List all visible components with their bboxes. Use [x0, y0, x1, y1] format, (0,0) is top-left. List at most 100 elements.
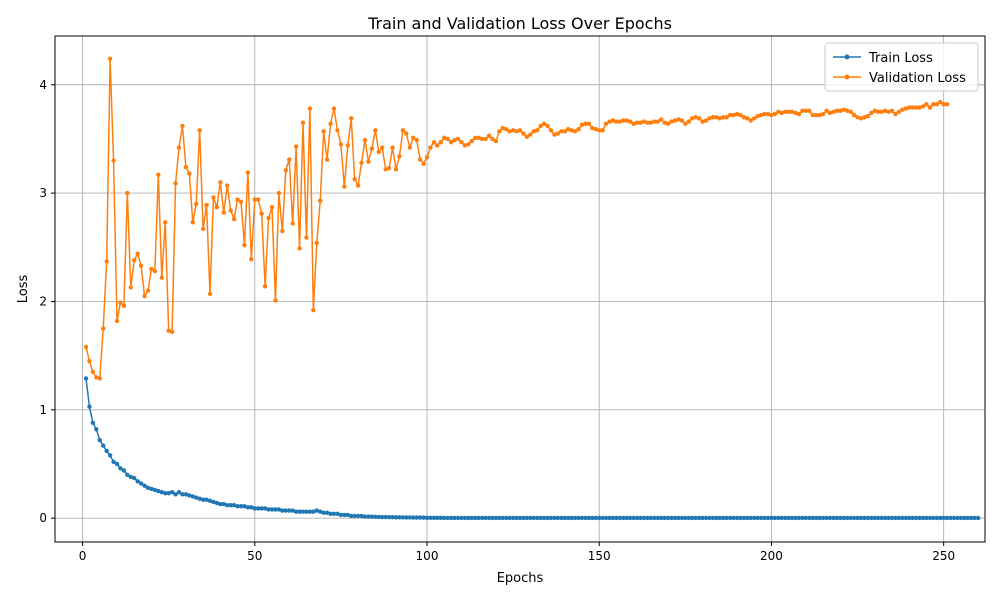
validation-loss-point — [555, 131, 561, 136]
train-loss-point — [807, 515, 812, 521]
validation-loss-point — [338, 142, 344, 147]
validation-loss-point — [386, 165, 392, 171]
validation-loss-point — [910, 105, 915, 110]
validation-loss-point — [335, 128, 340, 133]
train-loss-point — [242, 504, 247, 509]
train-loss-point — [683, 515, 688, 521]
validation-loss-point — [717, 116, 722, 121]
validation-loss-point — [765, 111, 771, 117]
train-loss-point — [586, 515, 592, 521]
train-loss-point — [572, 515, 578, 521]
train-loss-point — [848, 515, 853, 521]
validation-loss-point — [869, 110, 874, 116]
validation-loss-point — [610, 118, 616, 123]
validation-loss-point — [634, 120, 640, 125]
train-loss-point — [304, 509, 309, 514]
validation-loss-point — [455, 136, 461, 142]
validation-loss-point — [934, 102, 939, 107]
train-loss-point — [142, 483, 147, 488]
train-loss-point — [431, 515, 437, 521]
train-loss-point — [776, 515, 781, 521]
train-loss-point — [490, 515, 495, 521]
train-loss-point — [466, 515, 471, 521]
train-loss-point — [545, 515, 550, 521]
validation-loss-point — [345, 143, 350, 148]
train-loss-point — [793, 515, 798, 521]
train-loss-point — [838, 515, 843, 521]
validation-loss-point — [324, 157, 330, 162]
validation-loss-point — [752, 116, 757, 121]
train-loss-point — [362, 514, 368, 519]
validation-loss-point — [927, 105, 933, 110]
validation-loss-point — [662, 120, 667, 125]
train-loss-point — [876, 515, 881, 521]
validation-loss-point — [180, 123, 185, 129]
train-loss-point — [834, 515, 840, 521]
train-loss-point — [156, 488, 161, 494]
train-loss-point — [621, 515, 626, 521]
train-loss-point — [559, 515, 564, 521]
train-loss-point — [469, 515, 474, 521]
train-loss-point — [607, 515, 612, 521]
train-loss-point — [645, 515, 650, 521]
validation-loss-point — [235, 197, 240, 202]
validation-loss-point — [686, 119, 691, 124]
train-loss-point — [235, 504, 240, 509]
train-loss-point — [269, 507, 275, 512]
validation-loss-point — [762, 111, 767, 117]
train-loss-point — [132, 475, 137, 481]
train-loss-point — [397, 515, 402, 520]
validation-loss-point — [355, 183, 361, 188]
train-loss-point — [435, 515, 440, 521]
train-loss-point — [745, 515, 750, 521]
validation-loss-point — [597, 128, 602, 133]
train-loss-point — [149, 486, 154, 492]
legend-validation-marker — [844, 74, 850, 80]
validation-loss-point — [755, 113, 760, 119]
validation-loss-point — [617, 119, 623, 124]
train-loss-point — [287, 508, 292, 513]
train-loss-point — [504, 515, 509, 521]
validation-loss-point — [659, 117, 664, 122]
train-loss-point — [428, 515, 433, 521]
validation-loss-point — [359, 160, 364, 165]
train-loss-point — [910, 515, 915, 521]
validation-loss-point — [156, 172, 161, 177]
train-loss-point — [610, 515, 616, 521]
train-loss-point — [438, 515, 443, 521]
plot-frame — [54, 35, 986, 543]
train-loss-point — [803, 515, 809, 521]
train-loss-point — [662, 515, 667, 521]
train-loss-point — [376, 514, 381, 520]
validation-loss-point — [421, 161, 426, 167]
train-loss-point — [531, 515, 536, 521]
validation-loss-point — [242, 242, 247, 248]
train-loss-point — [424, 515, 430, 521]
train-loss-point — [256, 506, 261, 511]
train-loss-point — [721, 515, 726, 521]
validation-loss-point — [893, 111, 898, 117]
validation-loss-point — [583, 121, 588, 126]
train-loss-point — [741, 515, 747, 521]
validation-loss-point — [207, 291, 213, 297]
train-loss-point — [111, 459, 116, 465]
validation-loss-point — [903, 106, 908, 111]
validation-loss-point — [97, 376, 102, 381]
train-loss-point — [917, 515, 922, 521]
train-loss-point — [755, 515, 760, 521]
train-loss-point — [218, 501, 223, 507]
train-loss-point — [555, 515, 561, 521]
train-loss-point — [903, 515, 908, 521]
validation-loss-point — [390, 145, 395, 150]
train-loss-point — [931, 515, 936, 521]
validation-loss-point — [466, 142, 471, 147]
train-loss-point — [128, 474, 133, 480]
validation-loss-point — [473, 135, 478, 141]
train-loss-point — [934, 515, 939, 521]
validation-loss-point — [114, 318, 120, 324]
validation-loss-point — [938, 99, 943, 105]
train-loss-point — [249, 505, 254, 510]
train-loss-point — [641, 515, 647, 521]
train-loss-point — [696, 515, 702, 521]
validation-loss-point — [462, 143, 468, 148]
